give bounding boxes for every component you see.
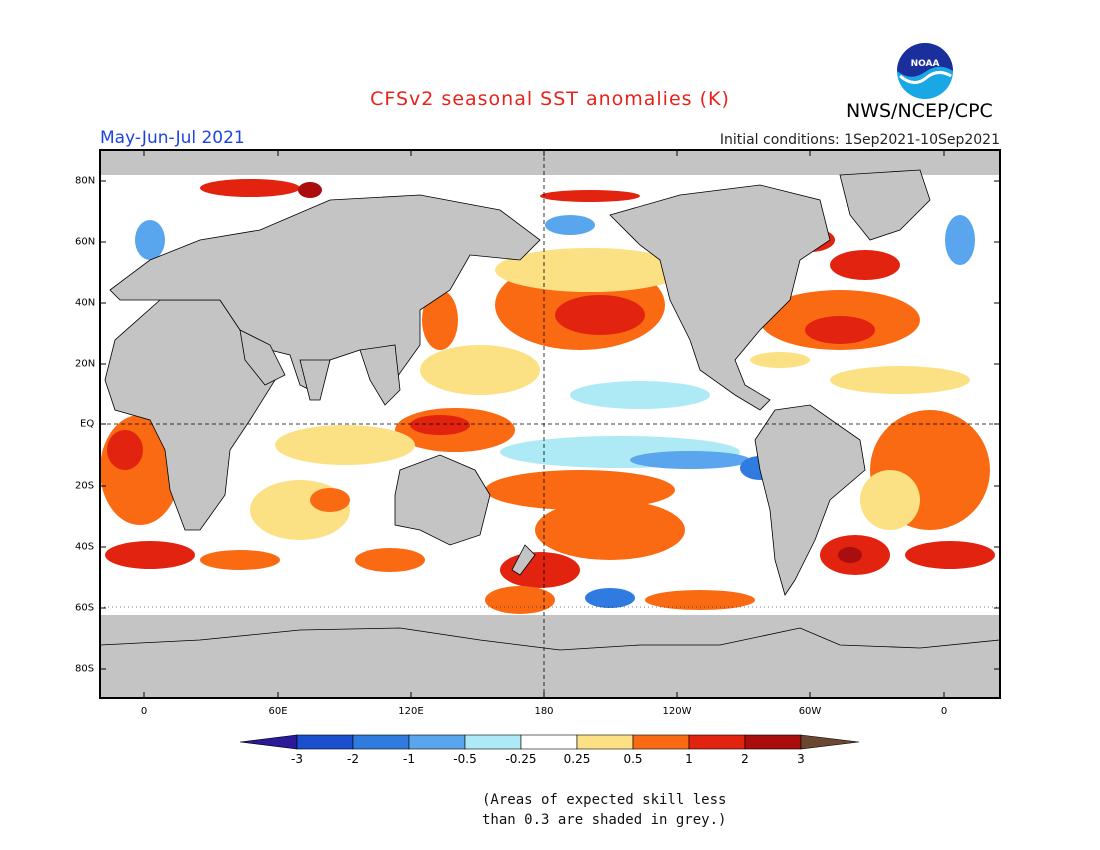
lon-label-120e: 120E (398, 706, 424, 717)
initial-conditions-label: Initial conditions: 1Sep2021-10Sep2021 (719, 132, 1000, 148)
colorbar-segment (744, 734, 802, 750)
lat-label-60s: 60S (75, 602, 95, 614)
lat-label-60n: 60N (75, 236, 96, 248)
season-label: May-Jun-Jul 2021 (100, 128, 245, 148)
colorbar-label: 0.5 (623, 752, 643, 766)
south-america (754, 404, 866, 596)
lat-label-80s: 80S (75, 663, 95, 675)
lon-label-0-west: 0 (140, 706, 148, 717)
svg-text:NOAA: NOAA (911, 59, 940, 69)
colorbar-segment (688, 734, 746, 750)
new-zealand (511, 544, 536, 576)
colorbar-label: -2 (347, 752, 359, 766)
colorbar-label: 1 (685, 752, 693, 766)
skill-note-line1: (Areas of expected skill less (482, 792, 727, 808)
lon-label-60w: 60W (798, 706, 822, 717)
colorbar-segment (632, 734, 690, 750)
agency-label: NWS/NCEP/CPC (846, 100, 993, 122)
lon-label-120w: 120W (662, 706, 692, 717)
colorbar-segment (408, 734, 466, 750)
australia (394, 454, 491, 546)
southeast-asia (359, 344, 401, 406)
land-masses (99, 169, 1001, 699)
colorbar-segment (352, 734, 410, 750)
arabian-peninsula (239, 329, 286, 386)
lat-label-40n: 40N (75, 297, 96, 309)
colorbar-label: -0.5 (453, 752, 477, 766)
map-title: CFSv2 seasonal SST anomalies (K) (370, 88, 730, 110)
india (299, 359, 331, 401)
colorbar-segment (576, 734, 634, 750)
reference-lines (100, 150, 1000, 698)
colorbar-label: 2 (741, 752, 749, 766)
lat-label-20n: 20N (75, 358, 96, 370)
greenland (839, 169, 931, 241)
colorbar-label: -0.25 (505, 752, 537, 766)
colorbar-max-arrow (800, 734, 860, 750)
colorbar-segment (520, 734, 578, 750)
colorbar-label: 3 (797, 752, 805, 766)
axis-ticks (100, 150, 1000, 698)
colorbar-segment (464, 734, 522, 750)
noaa-logo: NOAA (897, 43, 953, 99)
lon-label-60e: 60E (268, 706, 288, 717)
north-america (609, 184, 831, 411)
lat-label-20s: 20S (75, 480, 95, 492)
lon-label-0-east: 0 (940, 706, 948, 717)
colorbar-min-arrow (239, 734, 298, 750)
colorbar-label: -1 (403, 752, 415, 766)
lat-label-80n: 80N (75, 175, 96, 187)
colorbar-label: 0.25 (563, 752, 591, 766)
lat-label-40s: 40S (75, 541, 95, 553)
colorbar-label: -3 (291, 752, 303, 766)
lon-label-180: 180 (534, 706, 554, 717)
skill-note-line2: than 0.3 are shaded in grey.) (482, 812, 727, 828)
colorbar-segment (296, 734, 354, 750)
lat-label-eq: EQ (80, 418, 95, 430)
